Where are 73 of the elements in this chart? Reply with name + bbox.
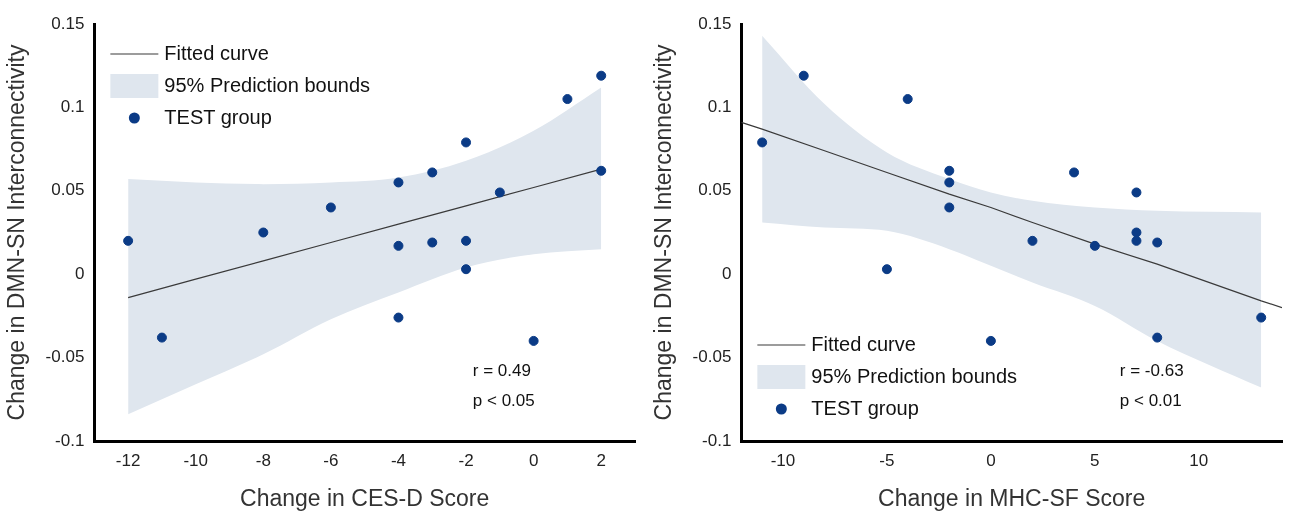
point [902, 94, 913, 105]
point [1256, 312, 1267, 323]
y-tick-label: 0.05 [698, 180, 732, 200]
point [1131, 235, 1142, 246]
point [123, 235, 134, 246]
point [881, 264, 892, 275]
y-tick-label: -0.1 [55, 430, 85, 450]
x-tick-label: -8 [255, 450, 271, 470]
y-tick-label: 0.05 [51, 180, 85, 200]
point [985, 335, 996, 346]
point [944, 177, 955, 188]
point [596, 70, 607, 81]
x-axis-title: Change in CES-D Score [240, 484, 490, 511]
point [393, 312, 404, 323]
legend-label: 95% Prediction bounds [164, 73, 371, 96]
y-axis-title: Change in DMN-SN Interconnectivity [3, 44, 30, 421]
point [156, 332, 167, 343]
annotation: p < 0.05 [472, 390, 535, 410]
x-tick-label: -10 [770, 450, 796, 470]
x-axis-title: Change in MHC-SF Score [878, 484, 1146, 511]
point [325, 202, 336, 213]
y-axis-title: Change in DMN-SN Interconnectivity [650, 44, 677, 421]
x-tick-label: 0 [528, 450, 539, 470]
y-tick-label: 0.15 [698, 13, 732, 33]
point [494, 187, 505, 198]
point [528, 335, 539, 346]
legend-label: TEST group [811, 396, 919, 419]
x-tick-label: -6 [323, 450, 339, 470]
annotation: r = 0.49 [472, 360, 531, 380]
point [1131, 227, 1142, 238]
point [1152, 237, 1163, 248]
y-tick-label: 0 [74, 263, 85, 283]
point [461, 264, 472, 275]
point [461, 235, 472, 246]
point [1152, 332, 1163, 343]
point [258, 227, 269, 238]
x-tick-label: 0 [986, 450, 996, 470]
y-tick-label: 0.1 [60, 97, 85, 117]
y-tick-label: -0.05 [45, 347, 85, 367]
point [944, 165, 955, 176]
point [393, 240, 404, 251]
point [798, 70, 809, 81]
x-tick-label: -4 [390, 450, 407, 470]
y-tick-label: 0 [721, 263, 732, 283]
point [461, 137, 472, 148]
x-tick-label: -10 [183, 450, 209, 470]
y-tick-label: 0.15 [51, 13, 85, 33]
annotation: r = -0.63 [1119, 360, 1184, 380]
point [757, 137, 768, 148]
x-tick-label: -5 [879, 450, 895, 470]
point [1131, 187, 1142, 198]
annotation: p < 0.01 [1119, 390, 1182, 410]
legend-label: Fitted curve [164, 41, 269, 64]
x-tick-label: -2 [458, 450, 474, 470]
y-tick-label: 0.1 [707, 97, 732, 117]
y-tick-label: -0.1 [702, 430, 732, 450]
legend-label: Fitted curve [811, 332, 916, 355]
x-tick-label: -12 [115, 450, 141, 470]
point [944, 202, 955, 213]
point [393, 177, 404, 188]
point [1027, 235, 1038, 246]
y-tick-label: -0.05 [692, 347, 732, 367]
legend-label: 95% Prediction bounds [811, 364, 1018, 387]
point [427, 167, 438, 178]
x-tick-label: 2 [596, 450, 606, 470]
point [596, 165, 607, 176]
point [427, 237, 438, 248]
legend-label: TEST group [164, 105, 272, 128]
point [562, 94, 573, 105]
point [1069, 167, 1080, 178]
x-tick-label: 10 [1189, 450, 1209, 470]
point [1089, 240, 1100, 251]
x-tick-label: 5 [1090, 450, 1100, 470]
